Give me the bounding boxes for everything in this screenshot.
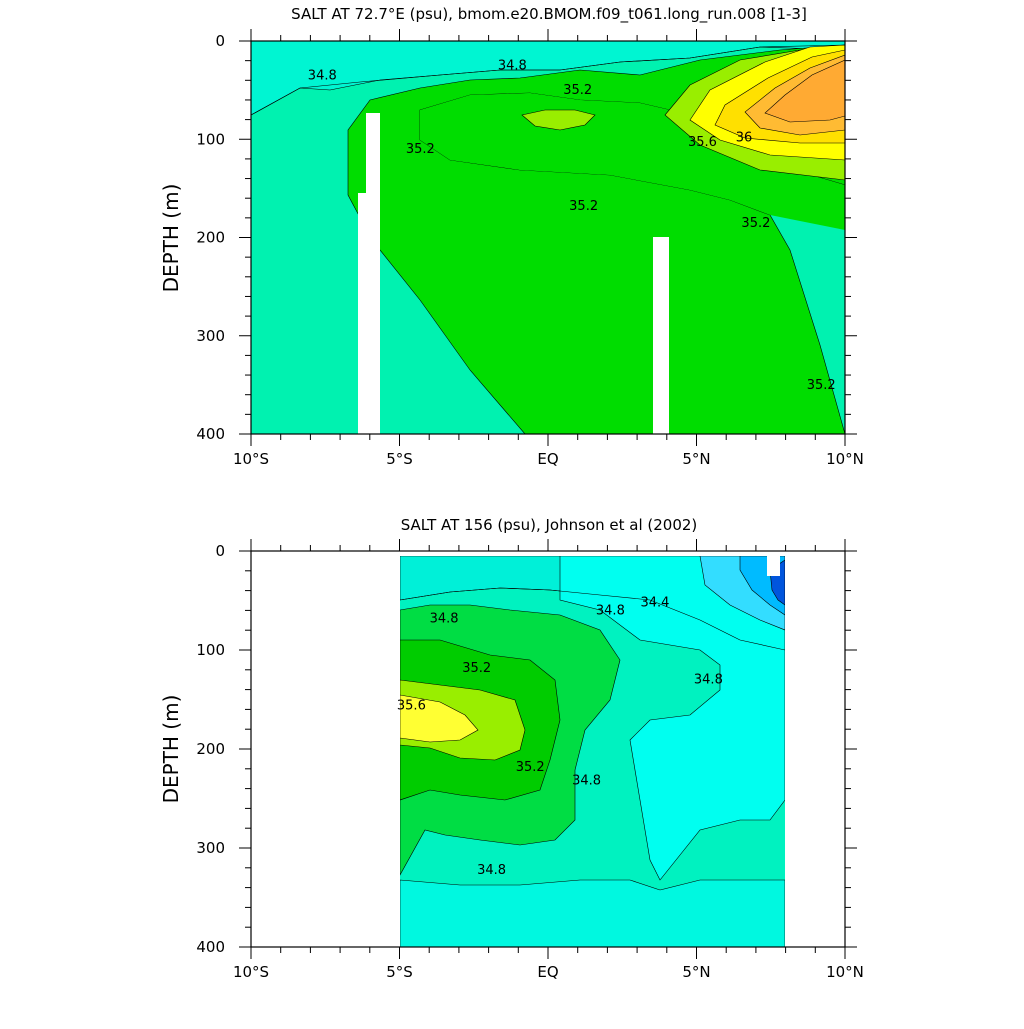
top-title: SALT AT 72.7°E (psu), bmom.e20.BMOM.f09_… [291,5,807,24]
bottom-x-tick-label: 10°S [233,963,269,981]
top-x-tick-label: 10°N [826,450,864,468]
top-contour-label: 35.6 [688,135,717,150]
top-x-tick-label: EQ [537,450,558,468]
top-contour-label: 35.2 [406,142,435,157]
top-y-tick-label: 0 [215,32,225,50]
bottom-contour-fill [400,556,785,947]
bottom-axes: 10°S 5°S EQ 5°N 10°N 0 100 200 300 400 [196,539,864,981]
bottom-contour-label: 35.2 [462,661,491,676]
bottom-title: SALT AT 156 (psu), Johnson et al (2002) [401,516,698,534]
top-contour-fill [251,41,845,434]
bottom-contour-labels: 34.8 34.8 34.4 34.8 35.2 35.6 35.2 34.8 34.8 [397,595,723,877]
top-contour-label: 35.2 [741,216,770,231]
bottom-fill-yellow [400,694,479,743]
bottom-contour-label: 34.8 [596,603,625,618]
bottom-contour-label: 35.2 [516,760,545,775]
bottom-x-tick-label: 10°N [826,963,864,981]
bottom-y-tick-label: 200 [196,740,225,758]
top-x-tick-label: 5°N [682,450,710,468]
bottom-x-tick-label: 5°S [386,963,413,981]
bottom-x-tick-label: EQ [537,963,558,981]
top-missing-data [358,113,669,434]
bottom-y-tick-label: 100 [196,641,225,659]
top-contour-labels: 34.8 34.8 35.2 35.2 35.2 35.6 36 35.2 35.2 [308,59,836,393]
bottom-missing-data [767,556,780,576]
bottom-contour-label: 35.6 [397,698,426,713]
top-panel: SALT AT 72.7°E (psu), bmom.e20.BMOM.f09_… [159,5,864,468]
top-contour-label: 35.2 [807,378,836,393]
bottom-y-tick-label: 400 [196,938,225,956]
top-fill-lens [521,109,596,131]
bottom-contour-label: 34.8 [572,774,601,789]
top-missing-column [366,113,380,434]
top-y-tick-label: 300 [196,327,225,345]
bottom-y-tick-label: 300 [196,839,225,857]
top-x-tick-label: 10°S [233,450,269,468]
top-y-tick-label: 100 [196,130,225,148]
top-contour-label: 34.8 [498,59,527,74]
bottom-contour-label: 34.8 [430,611,459,626]
top-fill-ne-36-2 [764,59,845,123]
bottom-missing-column [767,556,780,576]
bottom-fill-cyan-deep [400,879,785,947]
bottom-contour-label: 34.8 [694,673,723,688]
top-y-tick-label: 200 [196,229,225,247]
top-missing-column [653,237,669,434]
bottom-contour-34-8-west [400,587,785,651]
bottom-contour-label: 34.8 [477,863,506,878]
top-axes: 10°S 5°S EQ 5°N 10°N 0 100 200 300 400 [196,29,864,468]
top-y-tick-label: 400 [196,425,225,443]
bottom-y-tick-label: 0 [215,542,225,560]
bottom-contour-label: 34.4 [640,595,669,610]
bottom-fill-cyan-east [559,556,785,881]
bottom-panel: SALT AT 156 (psu), Johnson et al (2002) … [159,516,864,981]
bottom-y-axis-label: DEPTH (m) [159,695,183,804]
top-contour-34-8 [251,44,845,116]
top-contour-label: 35.2 [569,199,598,214]
top-x-tick-label: 5°S [386,450,413,468]
top-y-axis-label: DEPTH (m) [159,184,183,293]
top-contour-label: 34.8 [308,68,337,83]
top-contour-label: 36 [736,130,753,145]
top-contour-label: 35.2 [563,83,592,98]
bottom-x-tick-label: 5°N [682,963,710,981]
top-missing-column [358,193,366,434]
top-fill-green-inner [420,93,845,230]
